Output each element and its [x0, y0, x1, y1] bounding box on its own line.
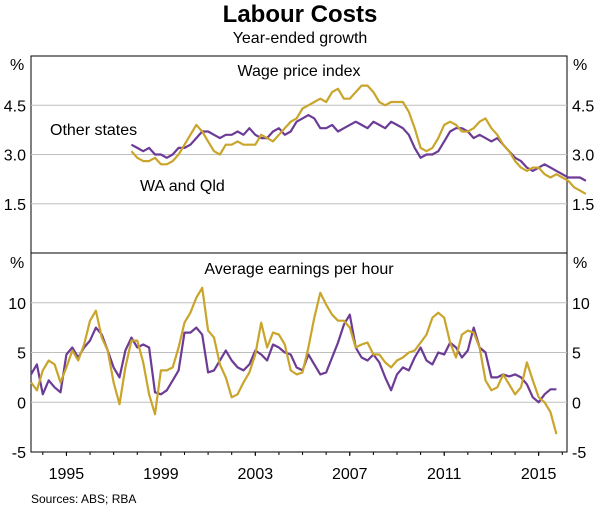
chart-title: Labour Costs [222, 1, 378, 28]
bottom-ytick-left: 5 [17, 346, 26, 363]
top-series-wa-qld [130, 84, 587, 195]
bottom-ytick-right: 5 [572, 346, 581, 363]
bottom-panel-title: Average earnings per hour [204, 261, 394, 278]
top-ytick-left: 3.0 [4, 148, 26, 165]
source-note: Sources: ABS; RBA [31, 492, 137, 506]
top-series-other-states [130, 114, 587, 182]
bottom-left-unit: % [10, 255, 24, 272]
top-panel-title: Wage price index [237, 63, 360, 80]
axis-labels: % % % % Wage price index Average earning… [4, 57, 595, 483]
top-ytick-right: 4.5 [572, 98, 594, 115]
xtick-label: 2011 [427, 466, 462, 483]
gridlines [31, 104, 567, 403]
bottom-right-unit: % [573, 255, 587, 272]
top-ytick-right: 1.5 [572, 197, 594, 214]
legend-other-states: Other states [50, 122, 137, 139]
xtick-label: 2015 [521, 466, 557, 483]
chart-subtitle: Year-ended growth [232, 30, 368, 47]
bottom-ytick-left: 10 [8, 296, 26, 313]
bottom-ytick-right: 10 [572, 296, 590, 313]
xtick-label: 1995 [49, 466, 85, 483]
bottom-ytick-left: -5 [12, 445, 26, 462]
series-lines [30, 84, 587, 435]
legend: Other states WA and Qld [50, 122, 225, 195]
bottom-ytick-right: 0 [572, 395, 581, 412]
xtick-label: 1999 [143, 466, 179, 483]
bottom-series-other-states [30, 313, 557, 404]
top-ytick-left: 4.5 [4, 98, 26, 115]
bottom-ytick-right: -5 [572, 445, 586, 462]
top-ytick-right: 3.0 [572, 148, 594, 165]
xtick-label: 2007 [332, 466, 368, 483]
top-ytick-left: 1.5 [4, 197, 26, 214]
bottom-series-wa-qld [30, 286, 558, 435]
legend-wa-qld: WA and Qld [140, 178, 225, 195]
top-right-unit: % [573, 57, 587, 74]
bottom-ytick-left: 0 [17, 395, 26, 412]
xtick-label: 2003 [238, 466, 274, 483]
top-left-unit: % [10, 57, 24, 74]
